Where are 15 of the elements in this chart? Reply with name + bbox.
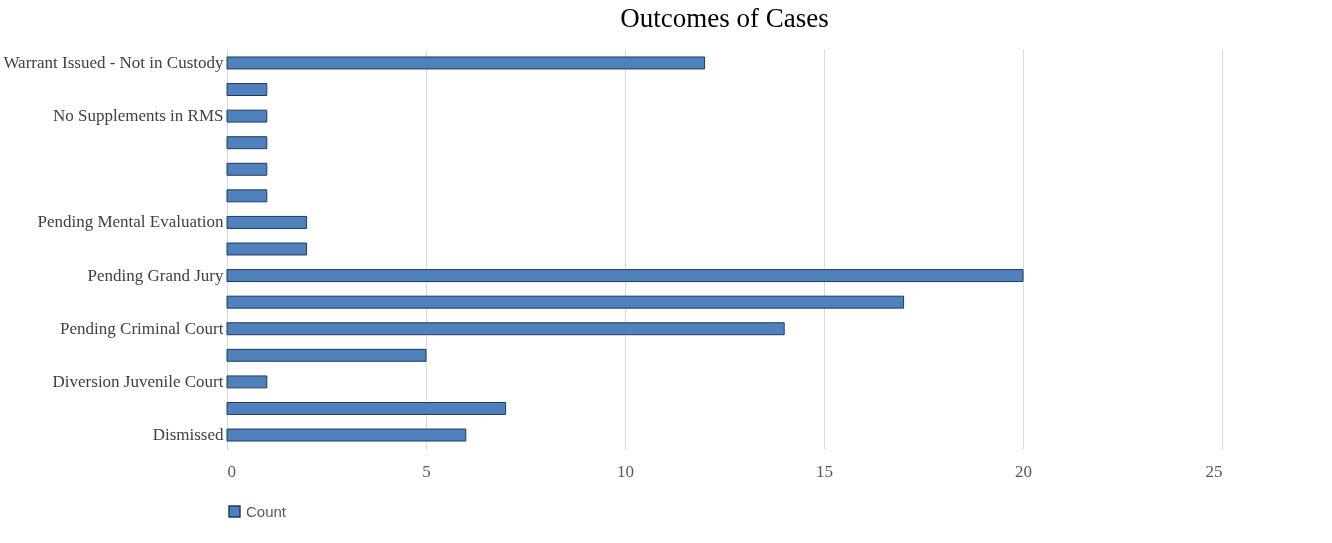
legend-label: Count	[246, 502, 287, 520]
y-tick-label: Warrant Issued - Not in Custody	[3, 52, 224, 72]
chart-title: Outcomes of Cases	[620, 3, 829, 33]
y-tick-label: Dismissed	[152, 425, 224, 445]
y-tick-label: Pending Mental Evaluation	[37, 212, 224, 232]
x-tick-label: 5	[422, 461, 431, 481]
y-tick-label: Pending Criminal Court	[60, 318, 224, 338]
x-tick-label: 15	[816, 461, 833, 481]
x-tick-label: 20	[1015, 461, 1032, 481]
y-tick-label: No Supplements in RMS	[53, 106, 224, 126]
y-tick-label: Pending Grand Jury	[87, 265, 224, 285]
y-tick-label: Diversion Juvenile Court	[52, 371, 224, 391]
x-tick-label: 0	[227, 461, 236, 481]
x-tick-label: 10	[617, 461, 634, 481]
x-tick-label: 25	[1205, 461, 1223, 481]
